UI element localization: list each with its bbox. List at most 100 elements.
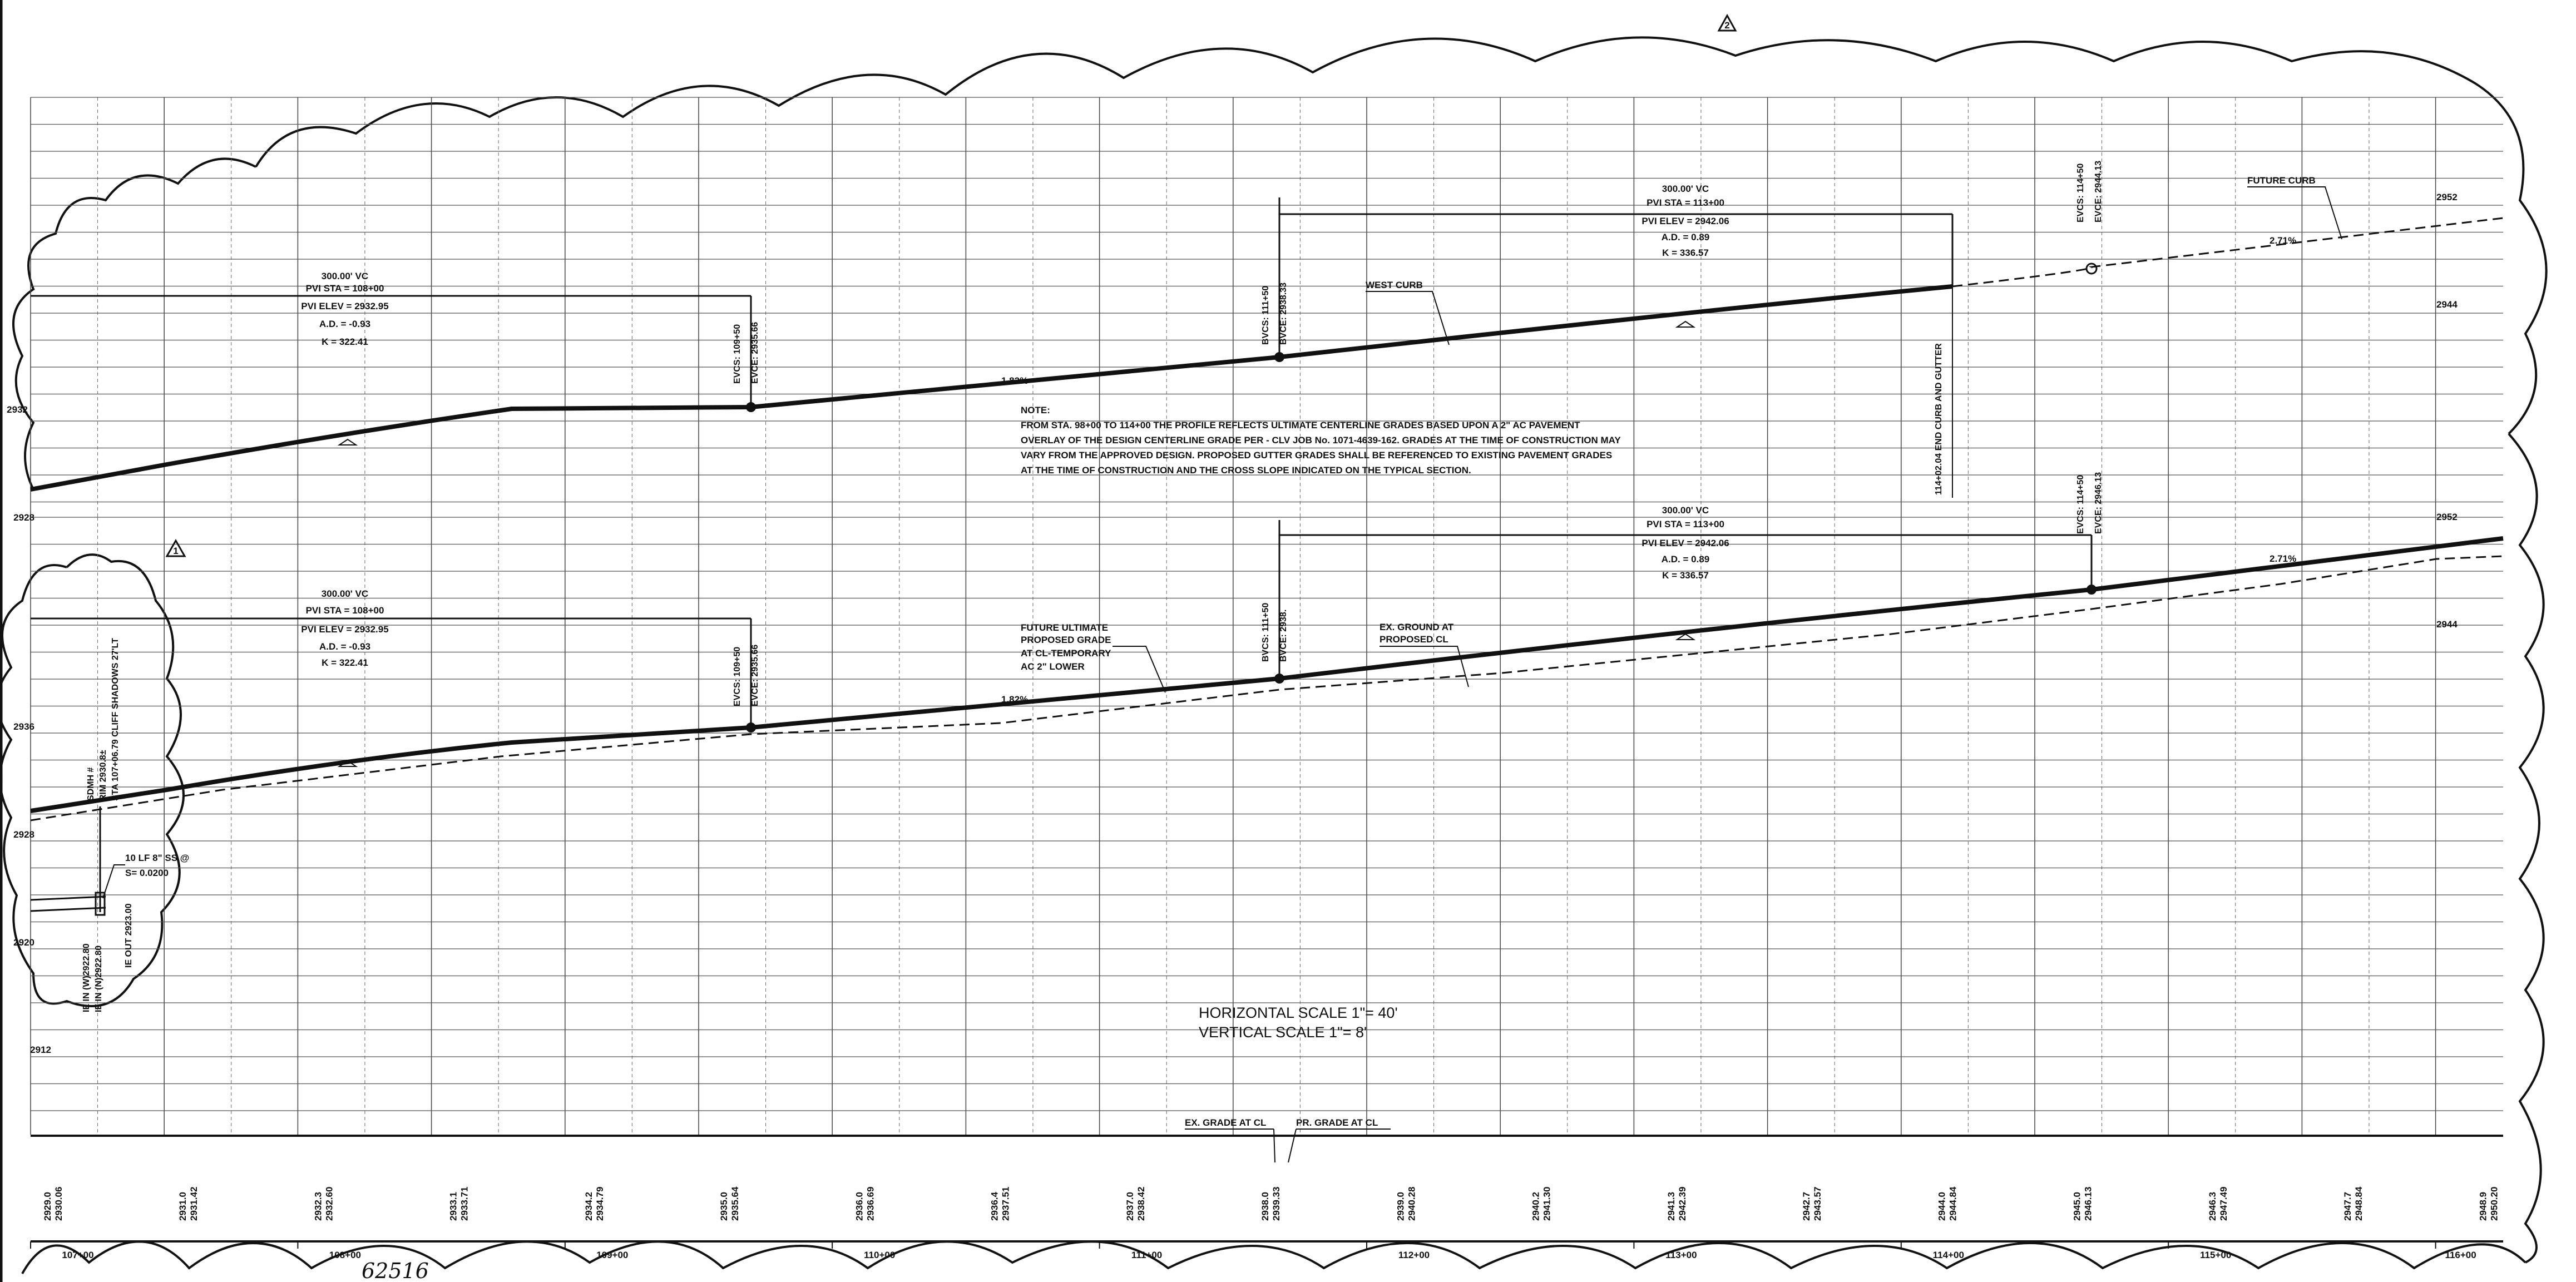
lower-existing-ground-line [30, 555, 2504, 821]
upper-vc-right-k: K = 336.57 [1662, 248, 1709, 258]
pr-grade-label: PR. GRADE AT CL [1296, 1117, 1378, 1128]
ex-grade-value: 2937.0 [1125, 1192, 1135, 1221]
upper-evcs-right: EVCS: 114+50 [2076, 164, 2085, 222]
pr-grade-value: 2941.30 [1542, 1187, 1552, 1221]
lower-vc-right-length: 300.00' VC [1662, 505, 1709, 516]
upper-vc-right-pvi-elev: PVI ELEV = 2942.06 [1641, 216, 1729, 226]
pr-grade-value: 2948.84 [2353, 1186, 2364, 1221]
lower-vc-right-pvi-elev: PVI ELEV = 2942.06 [1641, 538, 1729, 548]
ex-grade-value: 2939.0 [1395, 1192, 1406, 1221]
pr-grade-value: 2931.42 [189, 1187, 199, 1221]
lower-future-grade-line-2: PROPOSED GRADE [1021, 635, 1111, 645]
station-label: 113+00 [1665, 1250, 1697, 1260]
upper-vc-right-ad: A.D. = 0.89 [1662, 232, 1709, 242]
revision-mark-1: 1 [173, 546, 178, 556]
bottom-grade-labels: EX. GRADE AT CL PR. GRADE AT CL [1185, 1117, 1391, 1163]
lower-sdmh-manhole [95, 892, 106, 916]
scale-block: HORIZONTAL SCALE 1"= 40' VERTICAL SCALE … [1199, 1004, 1398, 1041]
lower-pvi-marker-left [337, 760, 358, 767]
ex-grade-value: 2934.2 [584, 1192, 594, 1221]
ex-grade-value: 2936.4 [990, 1191, 1000, 1221]
station-label: 111+00 [1131, 1250, 1162, 1260]
ex-grade-value: 2936.0 [854, 1192, 864, 1221]
revision-mark-2: 2 [1724, 20, 1729, 31]
note-line-2: OVERLAY OF THE DESIGN CENTERLINE GRADE P… [1021, 435, 1621, 446]
upper-west-curb-label: WEST CURB [1366, 280, 1423, 290]
grid-upper [30, 97, 2503, 517]
upper-vc-right-length: 300.00' VC [1662, 184, 1709, 194]
upper-end-curb-label: 114+02.04 END CURB AND GUTTER [1934, 343, 1944, 495]
pr-grade-value: 2944.84 [1947, 1186, 1958, 1221]
station-label: 116+00 [2445, 1250, 2476, 1260]
lower-elev-2920: 2920 [13, 937, 34, 948]
pr-grade-value: 2938.42 [1136, 1187, 1146, 1221]
lower-pvi-marker-right [1675, 633, 1696, 640]
lower-future-grade-line-3: AT CL-TEMPORARY [1021, 648, 1111, 659]
pr-grade-value: 2930.06 [53, 1187, 64, 1221]
lower-ie-out: IE OUT 2923.00 [124, 903, 134, 968]
lower-profile: 300.00' VC PVI STA = 108+00 PVI ELEV = 2… [13, 472, 2504, 1055]
lower-evcs-right: EVCS: 114+50 [2076, 475, 2085, 534]
lower-evcs-left: EVCS: 109+50 [733, 647, 742, 706]
revision-cloud-bottom [21, 1240, 2526, 1274]
lower-sdmh-station: STA 107+06.79 CLIFF SHADOWS 27'LT [111, 638, 120, 801]
lower-vc-right-ad: A.D. = 0.89 [1662, 554, 1709, 565]
profile-note: NOTE: FROM STA. 98+00 TO 114+00 THE PROF… [1021, 405, 1621, 476]
pr-grade-value: 2932.60 [324, 1187, 334, 1221]
pr-grade-value: 2935.64 [730, 1186, 740, 1221]
lower-grade-right: 2.71% [2270, 553, 2296, 564]
ex-grade-value: 2933.1 [448, 1192, 459, 1221]
lower-ex-ground-line-1: EX. GROUND AT [1380, 622, 1454, 632]
upper-vc-left-ad: A.D. = -0.93 [319, 319, 370, 329]
pr-grade-value: 2943.57 [1812, 1187, 1823, 1221]
revision-cloud-manhole [0, 553, 185, 1007]
ex-grade-value: 2945.0 [2072, 1192, 2083, 1221]
pr-grade-value: 2940.28 [1406, 1187, 1417, 1221]
upper-grade-left: 1.82% [1001, 375, 1028, 386]
ex-grade-value: 2941.3 [1666, 1192, 1677, 1221]
ex-grade-value: 2935.0 [719, 1192, 729, 1221]
note-line-1: FROM STA. 98+00 TO 114+00 THE PROFILE RE… [1021, 420, 1580, 430]
upper-vc-left-k: K = 322.41 [322, 336, 368, 347]
lower-vc-left-pvi-elev: PVI ELEV = 2932.95 [301, 624, 388, 635]
lower-ie-in-n: IE IN (N)2922.80 [94, 946, 103, 1012]
revision-triangle-1: 1 [165, 538, 186, 557]
lower-elev-2936: 2936 [13, 721, 34, 732]
upper-bvcs: BVCS: 111+50 [1261, 286, 1270, 345]
lower-elev-2952: 2952 [2436, 512, 2458, 522]
lower-vc-left-length: 300.00' VC [322, 588, 368, 599]
lower-vc-left-ad: A.D. = -0.93 [319, 641, 370, 652]
lower-ex-ground-line-2: PROPOSED CL [1380, 634, 1448, 645]
ex-grade-value: 2946.3 [2207, 1192, 2218, 1221]
elevation-pairs: 2929.0 2930.06 2931.0 2931.42 2932.3 2932.60 2… [42, 1186, 2499, 1221]
upper-elev-2944: 2944 [2436, 299, 2458, 310]
upper-evce-right: EVCE: 2944.13 [2094, 161, 2103, 222]
ex-grade-value: 2947.7 [2342, 1192, 2353, 1221]
upper-profile: 300.00' VC PVI STA = 108+00 PVI ELEV = 2… [7, 161, 2504, 523]
note-line-3: VARY FROM THE APPROVED DESIGN. PROPOSED … [1021, 450, 1612, 461]
upper-vc-left-pvi-sta: PVI STA = 108+00 [306, 283, 384, 294]
revision-cloud-upper [255, 36, 2548, 435]
station-label: 114+00 [1933, 1250, 1964, 1260]
station-labels: 107+00 108+00 109+00 110+00 111+00 112+00 113+… [30, 1241, 2476, 1260]
grid-lower [30, 517, 2503, 1135]
vertical-scale: VERTICAL SCALE 1"= 8' [1199, 1024, 1367, 1041]
lower-vc-right-k: K = 336.57 [1662, 570, 1709, 581]
ex-grade-value: 2940.2 [1531, 1192, 1541, 1221]
ex-grade-value: 2929.0 [42, 1192, 53, 1221]
lower-evce-left: EVCE: 2935.66 [750, 645, 760, 706]
lower-ie-in-w: IE IN (W)2922.80 [82, 943, 91, 1012]
upper-vc-left-pvi-elev: PVI ELEV = 2932.95 [301, 301, 388, 311]
upper-proposed-grade-line [30, 284, 1953, 492]
lower-vc-right-pvi-sta: PVI STA = 113+00 [1647, 519, 1724, 529]
upper-future-curb-line [1952, 217, 2504, 288]
ex-grade-value: 2938.0 [1260, 1192, 1270, 1221]
upper-elev-2928: 2928 [13, 512, 34, 523]
lower-pipe-top [30, 895, 106, 901]
pr-grade-value: 2950.20 [2489, 1187, 2499, 1221]
lower-bvce: BVCE: 2938. [1279, 610, 1288, 662]
pr-grade-value: 2936.69 [865, 1187, 876, 1221]
lower-sdmh-label: SDMH # [86, 767, 96, 801]
station-label: 110+00 [864, 1250, 895, 1260]
